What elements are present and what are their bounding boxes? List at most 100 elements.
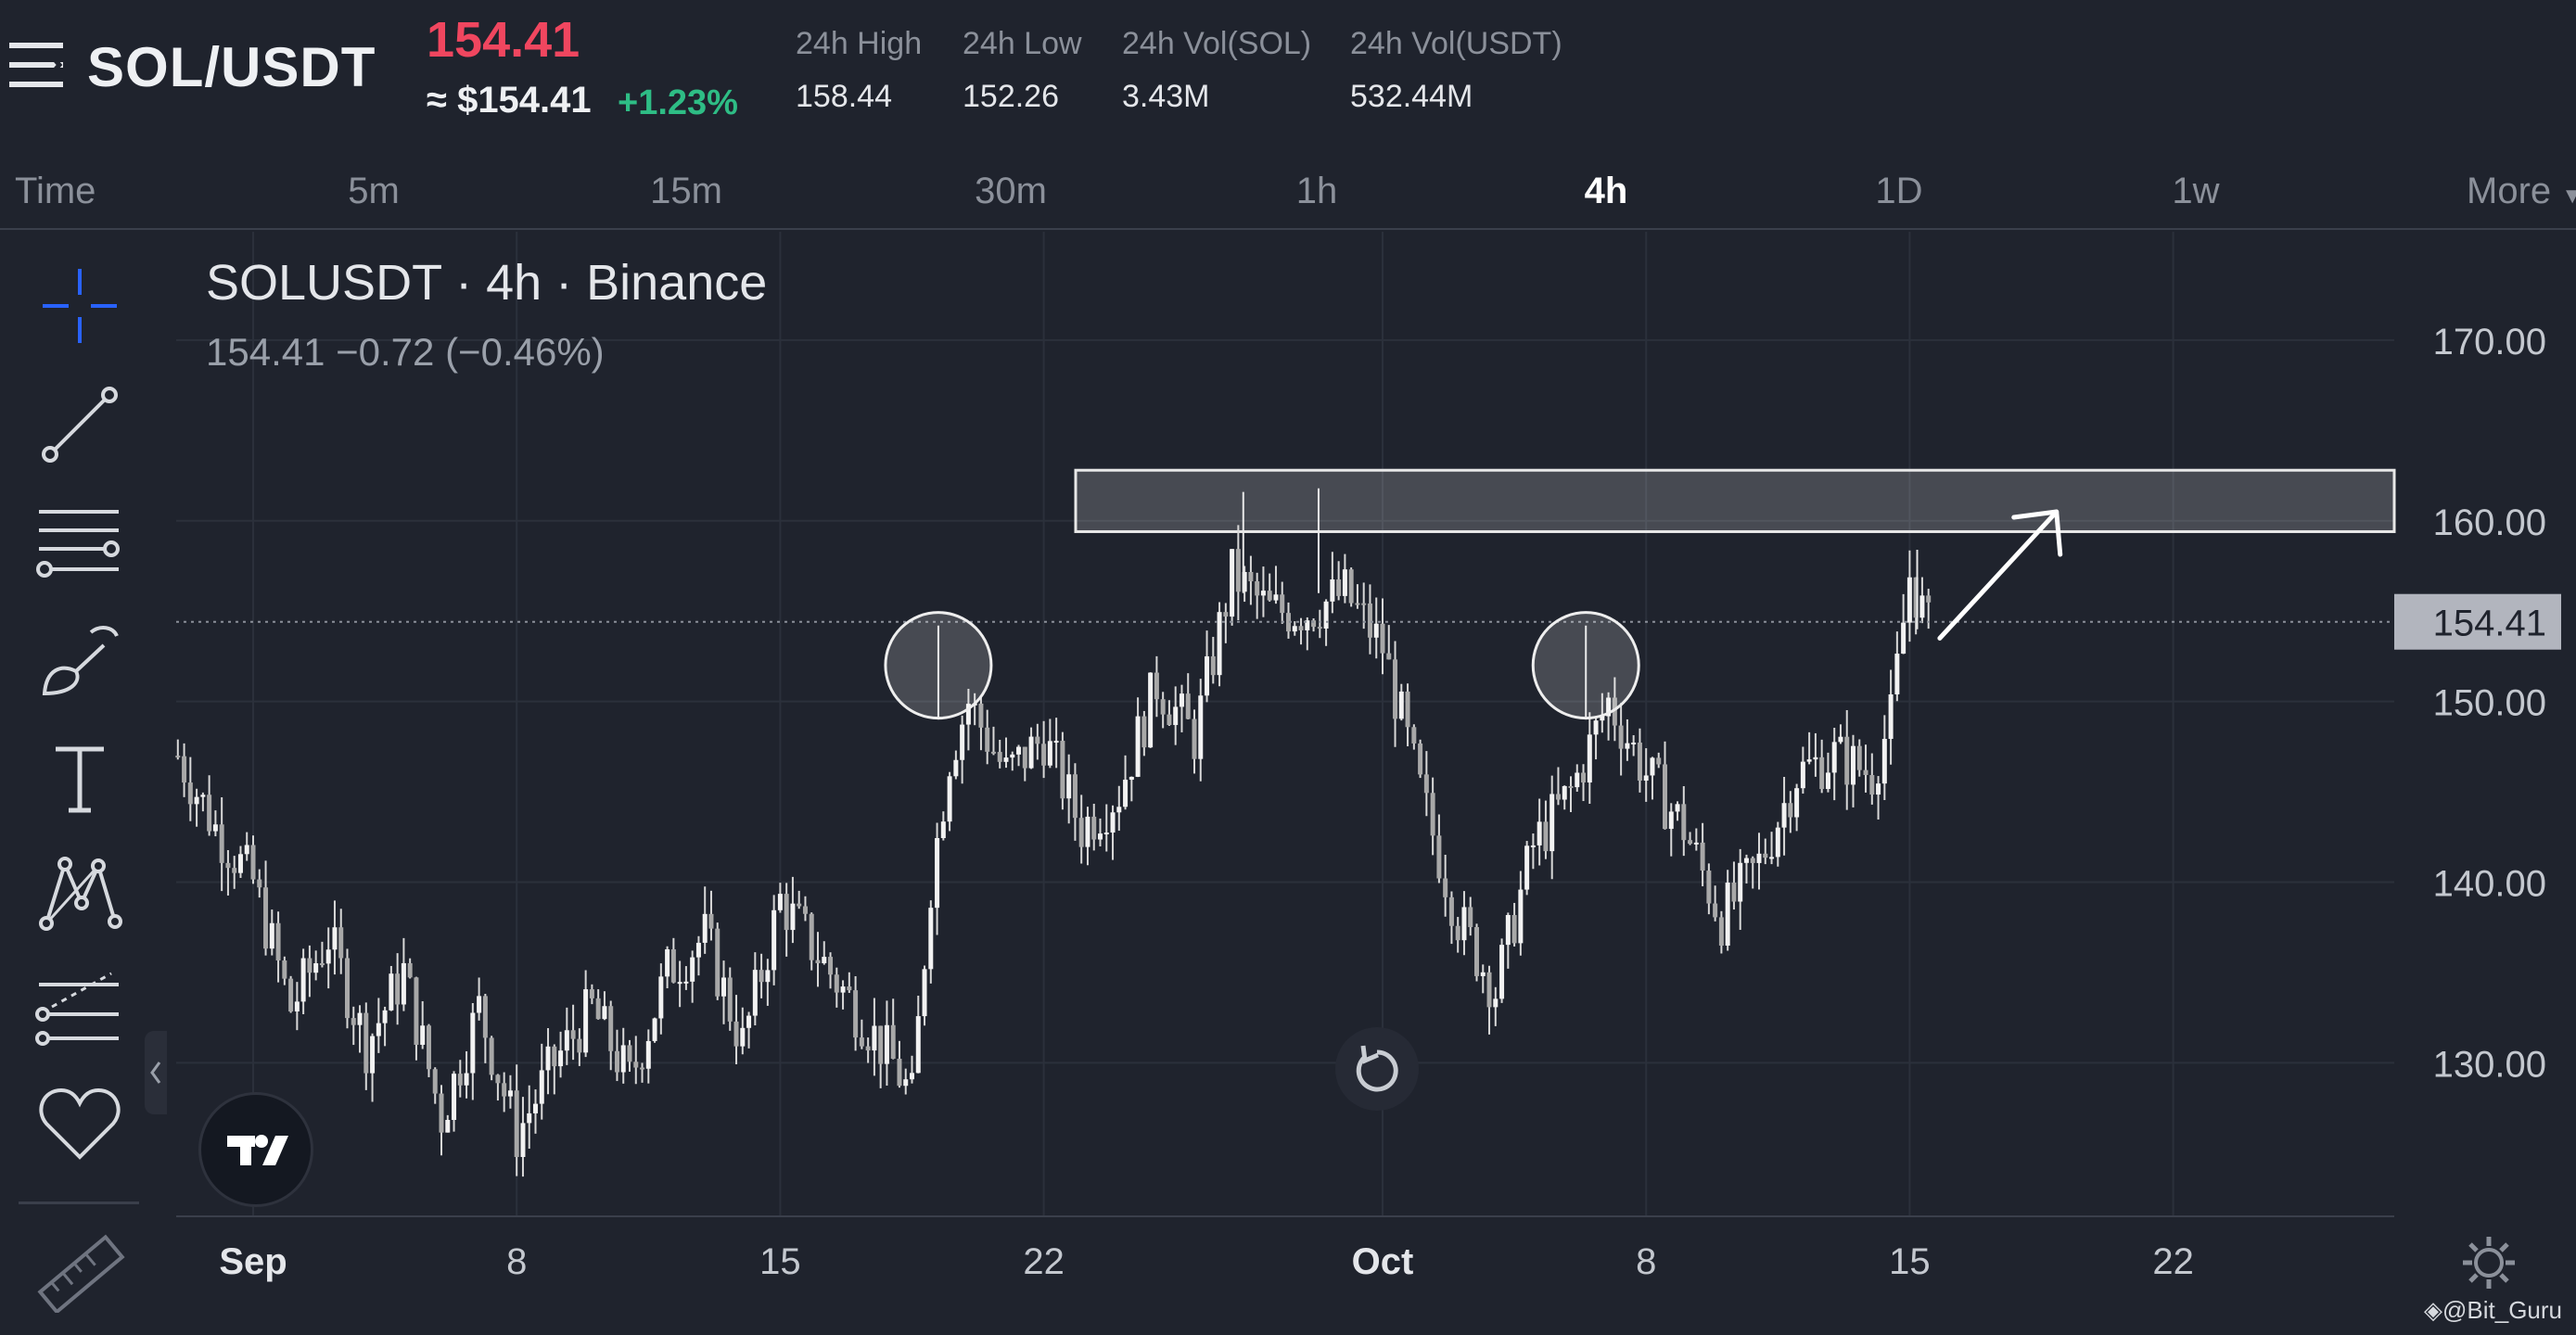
candle-body: [1423, 774, 1429, 794]
tab-more[interactable]: More ▼: [2467, 171, 2576, 212]
tradingview-logo[interactable]: [198, 1092, 313, 1207]
tab-5m[interactable]: 5m: [348, 171, 400, 211]
candle-body: [237, 854, 243, 873]
candle-body: [1053, 741, 1059, 744]
heart-icon[interactable]: [33, 1077, 126, 1170]
candle-body: [1806, 759, 1812, 762]
candle-body: [527, 1112, 532, 1124]
candle-body: [1028, 736, 1034, 769]
reset-chart-button[interactable]: [1335, 1027, 1419, 1111]
candle-body: [1769, 857, 1775, 859]
candle-body: [1869, 774, 1875, 795]
crosshair-icon[interactable]: [33, 260, 126, 352]
candle-body: [1738, 862, 1743, 902]
candle-body: [325, 949, 331, 964]
candle-body: [1493, 998, 1498, 1008]
candle-body: [495, 1074, 501, 1084]
candle-body: [1010, 754, 1015, 758]
candle-body: [1901, 622, 1906, 655]
candle-body: [351, 1018, 356, 1025]
candle-body: [1763, 853, 1768, 858]
breakout-arrow-head: [2011, 509, 2063, 557]
candle-body: [978, 703, 984, 728]
tab-30m[interactable]: 30m: [975, 171, 1047, 211]
candle-body: [784, 894, 789, 931]
candle-body: [207, 795, 212, 832]
candle-body: [1844, 736, 1850, 785]
y-tick-label: 150.00: [2433, 683, 2546, 724]
candle-body: [514, 1090, 519, 1157]
candle-body: [746, 1015, 752, 1028]
gear-icon[interactable]: [2459, 1233, 2519, 1292]
candle-body: [815, 960, 821, 964]
candle-body: [997, 752, 1002, 762]
candle-body: [727, 977, 733, 1022]
candle-body: [1656, 757, 1662, 765]
candle-body: [1273, 594, 1279, 601]
text-icon[interactable]: [33, 732, 126, 825]
candle-body: [426, 1025, 431, 1070]
candle-body: [1280, 594, 1285, 614]
candle-body: [1480, 972, 1486, 976]
candle-body: [1706, 871, 1712, 904]
candle-body: [1618, 725, 1624, 749]
candle-body: [420, 1025, 426, 1045]
candle-body: [1255, 581, 1260, 596]
toolbar-collapse-handle[interactable]: [145, 1031, 167, 1114]
pattern-icon[interactable]: [33, 847, 126, 940]
candle-body: [357, 1012, 363, 1025]
tab-time[interactable]: Time: [15, 171, 96, 211]
trading-pair[interactable]: SOL/USDT: [87, 36, 376, 98]
candle-body: [1581, 772, 1587, 783]
menu-icon[interactable]: [9, 39, 63, 91]
candle-body: [1411, 727, 1417, 744]
trend-line-icon[interactable]: [33, 378, 126, 471]
diamond-logo-icon: ◈: [2424, 1296, 2442, 1324]
candle-body: [715, 928, 721, 997]
candle-body: [1022, 746, 1027, 769]
candle-body: [1418, 743, 1423, 775]
candle-body: [1455, 925, 1460, 941]
candle-body: [338, 927, 344, 959]
candle-body: [802, 906, 808, 914]
candle-body: [1386, 653, 1392, 660]
fib-lines-icon[interactable]: [33, 495, 126, 588]
candle-body: [1530, 845, 1536, 847]
candle-body: [1154, 672, 1159, 700]
candle-body: [1650, 757, 1655, 776]
candle-body: [1562, 785, 1567, 800]
tab-1h[interactable]: 1h: [1295, 171, 1338, 211]
candle-body: [1625, 743, 1630, 749]
candle-body: [294, 1001, 300, 1012]
candle-body: [1298, 626, 1304, 630]
candle-body: [1919, 595, 1925, 618]
last-price: 154.41: [427, 12, 580, 68]
forecast-icon[interactable]: [33, 964, 126, 1057]
tab-15m[interactable]: 15m: [650, 171, 722, 211]
candle-body: [922, 969, 927, 1017]
drawing-toolbar: [0, 232, 165, 1313]
candle-body: [740, 1027, 746, 1047]
candle-body: [1330, 578, 1335, 602]
x-tick-label: 22: [2152, 1241, 2194, 1282]
chart-symbol-title[interactable]: SOLUSDT · 4h · Binance: [206, 255, 768, 311]
ruler-icon[interactable]: [33, 1220, 126, 1313]
candle-body: [910, 1073, 914, 1080]
candle-body: [1430, 793, 1435, 836]
tab-1w[interactable]: 1w: [2172, 171, 2220, 211]
candle-body: [1606, 697, 1612, 717]
candle-body: [733, 1021, 739, 1047]
stat-24h-vol-sol: 24h Vol(SOL) 3.43M: [1122, 26, 1311, 115]
candle-body: [370, 1036, 376, 1074]
stat-label: 24h Vol(SOL): [1122, 26, 1312, 61]
brush-icon[interactable]: [33, 614, 126, 706]
tab-1d[interactable]: 1D: [1875, 171, 1923, 211]
candle-body: [777, 894, 783, 910]
tab-4h[interactable]: 4h: [1584, 171, 1628, 211]
candle-body: [445, 1119, 451, 1133]
candle-body: [282, 960, 287, 979]
candle-body: [395, 973, 401, 1005]
x-tick-label: 8: [506, 1241, 527, 1282]
candle-body: [589, 989, 594, 998]
